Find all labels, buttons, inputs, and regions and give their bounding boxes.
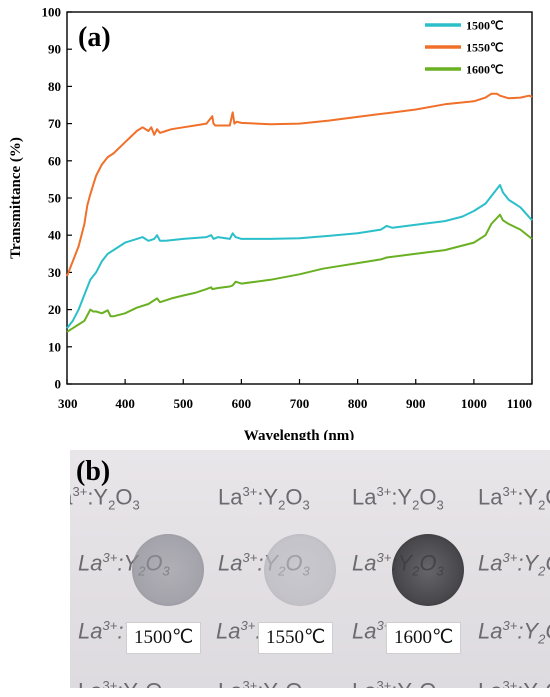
y-tick-label: 90 (48, 42, 61, 57)
legend-label-2: 1550℃ (466, 41, 503, 55)
y-tick-label: 10 (48, 339, 61, 354)
x-axis-label: Wavelength (nm) (244, 428, 354, 440)
series-line-1 (66, 184, 533, 329)
legend-label-3: 1600℃ (466, 63, 503, 77)
y-tick-label: 80 (48, 79, 61, 94)
printed-label: La3+:Y2O3 (218, 484, 310, 513)
panel-label-a: (a) (78, 22, 111, 53)
sample-label-1: 1500℃ (126, 622, 202, 654)
y-tick-label: 60 (48, 153, 61, 168)
printed-label: La3+:Y2O3 (478, 618, 550, 647)
x-tick-label: 800 (348, 396, 368, 411)
y-axis-label: Transmittance (%) (8, 137, 24, 259)
series-layer (66, 92, 533, 333)
printed-label: La3+:Y2O3 (218, 678, 302, 688)
x-tick-label: 900 (406, 396, 426, 411)
sample-disk-3 (392, 534, 464, 606)
sample-photo: La3+:Y2O3 La3+:Y2O3 La3+:Y2O3 La3+:Y2O3 La3+… (70, 450, 550, 688)
x-axis-ticks: 300 400 500 600 700 800 900 1000 1100 (58, 379, 533, 411)
sample-disk-2 (264, 534, 336, 606)
x-tick-label: 1000 (461, 396, 487, 411)
x-tick-label: 600 (232, 396, 252, 411)
x-tick-label: 1100 (507, 396, 532, 411)
sample-label-3: 1600℃ (386, 622, 462, 654)
y-tick-label: 40 (48, 228, 61, 243)
plot-frame (66, 11, 533, 385)
sample-disk-1 (132, 534, 204, 606)
x-tick-label: 400 (115, 396, 135, 411)
y-tick-label: 50 (48, 191, 61, 206)
panel-label-b: (b) (76, 456, 111, 487)
y-tick-label: 70 (48, 116, 61, 131)
series-line-3 (66, 213, 533, 333)
x-tick-label: 700 (290, 396, 310, 411)
printed-label: La3+:Y2O3 (478, 678, 550, 688)
x-tick-label: 300 (58, 396, 78, 411)
printed-label: La3+:Y2O3 (478, 484, 550, 513)
printed-label: La3+:Y2O3 (352, 484, 444, 513)
y-tick-label: 100 (42, 5, 62, 20)
y-tick-label: 20 (48, 302, 61, 317)
legend-label-1: 1500℃ (466, 19, 503, 33)
printed-label: La3+:Y2O3 (352, 678, 436, 688)
printed-label: La3+:Y2O3 (70, 484, 140, 513)
series-line-2 (66, 92, 533, 277)
transmittance-chart: 0 10 20 30 40 50 60 70 80 90 100 300 400 500 600 700 80… (8, 5, 533, 440)
y-tick-label: 30 (48, 265, 61, 280)
printed-label: La3+:Y2O3 (478, 550, 550, 579)
y-tick-label: 0 (55, 377, 62, 392)
sample-label-2: 1550℃ (258, 622, 334, 654)
x-tick-label: 500 (174, 396, 194, 411)
printed-label: La3+:Y2O3 (78, 678, 162, 688)
y-axis-ticks: 0 10 20 30 40 50 60 70 80 90 100 (42, 5, 72, 392)
legend: 1500℃ 1550℃ 1600℃ (425, 19, 503, 77)
